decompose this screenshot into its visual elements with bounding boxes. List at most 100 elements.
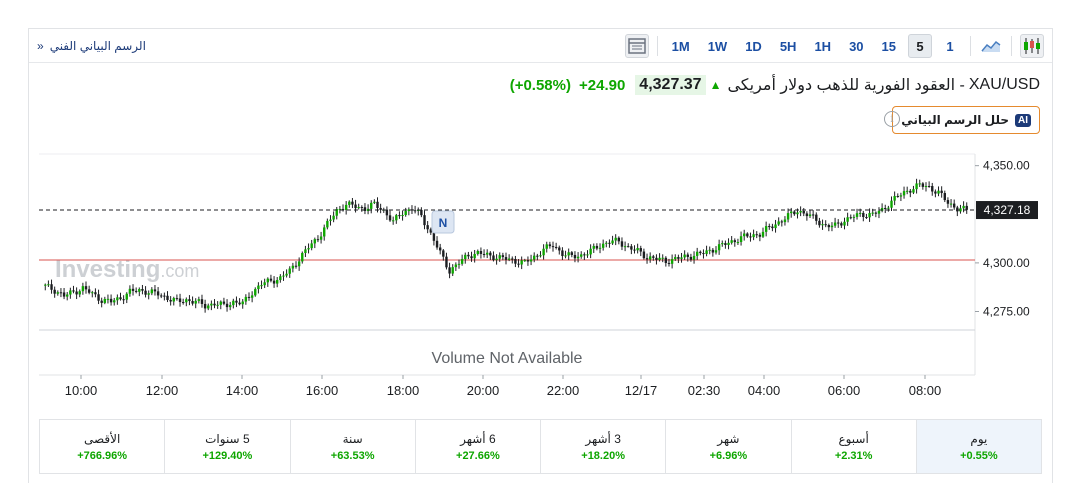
candle-body [937, 190, 940, 194]
ai-badge-icon: AI [1015, 113, 1031, 127]
candle [329, 215, 332, 226]
candle-body [830, 225, 834, 228]
area-chart-icon[interactable] [979, 34, 1003, 58]
candle-body [821, 224, 824, 226]
instrument-header: XAU/USD - العقود الفورية للذهب دولار أمر… [510, 73, 1040, 97]
candle-body [97, 294, 100, 301]
candle-body [598, 247, 602, 249]
candle-body [827, 225, 831, 228]
layout-panel-icon[interactable] [624, 34, 649, 58]
candlestick-chart-icon[interactable] [1020, 34, 1044, 58]
candle-body [109, 298, 113, 303]
candle-body [586, 254, 589, 256]
candle-body [47, 284, 50, 286]
performance-cell[interactable]: سنة +63.53% [289, 420, 415, 473]
news-marker[interactable]: N [431, 210, 455, 234]
price-chart[interactable]: Investing.com Volume Not Available 4,327… [29, 29, 1054, 419]
candle-body [833, 222, 837, 226]
candle [611, 235, 614, 245]
technical-chart-link[interactable]: » الرسم البياني الفني [37, 39, 146, 53]
candle [398, 211, 401, 219]
timeframe-button-1h[interactable]: 1H [814, 38, 832, 54]
performance-cell[interactable]: 3 أشهر +18.20% [540, 420, 665, 473]
candle [743, 229, 746, 241]
candle [319, 231, 323, 244]
timeframe-button-15[interactable]: 15 [881, 38, 896, 54]
performance-cell[interactable]: الأقصى +766.96% [40, 420, 164, 473]
candle-body [786, 213, 790, 220]
candle-body [354, 204, 357, 209]
candle-body [147, 293, 150, 295]
candle-body [442, 250, 445, 257]
candle-body [348, 201, 351, 205]
candle-body [580, 254, 583, 257]
candle [379, 203, 382, 214]
candle-body [454, 264, 458, 268]
candle-body [282, 275, 285, 277]
candle [210, 300, 213, 311]
candle-body [915, 183, 918, 190]
candle-body [319, 236, 323, 240]
timeframe-button-1[interactable]: 1 [946, 38, 954, 54]
candle-body [611, 240, 614, 244]
candle [385, 206, 389, 220]
timeframe-buttons: 1M 1W 1D 5H 1H 30 15 5 1 [666, 34, 962, 58]
candle-body [219, 301, 222, 305]
candle-body [467, 254, 470, 257]
candle-body [793, 211, 796, 215]
candle-body [207, 305, 210, 309]
candle [247, 292, 251, 301]
timeframe-button-1w[interactable]: 1W [707, 38, 728, 54]
timeframe-button-1d[interactable]: 1D [745, 38, 762, 54]
candle-body [351, 201, 354, 205]
candle [194, 298, 197, 309]
candle [780, 219, 784, 227]
candle-body [736, 242, 740, 244]
x-tick-label: 10:00 [65, 383, 98, 398]
performance-cell[interactable]: 6 أشهر +27.66% [414, 420, 540, 473]
candle-body [210, 303, 213, 306]
candle-body [633, 249, 636, 251]
candle [896, 193, 899, 198]
performance-label: 5 سنوات [205, 431, 250, 446]
performance-cell[interactable]: أسبوع +2.31% [790, 420, 916, 473]
candle-body [307, 248, 310, 250]
timeframe-button-30[interactable]: 30 [849, 38, 864, 54]
timeframe-button-5[interactable]: 5 [908, 34, 932, 58]
candle [122, 295, 125, 305]
candle-body [376, 201, 379, 208]
candle [943, 190, 946, 203]
candle [551, 241, 555, 252]
candle [94, 288, 97, 298]
candle-body [501, 255, 505, 258]
candle-body [479, 251, 483, 254]
candle [160, 293, 163, 299]
timeframe-button-5h[interactable]: 5H [779, 38, 797, 54]
candle-body [288, 268, 291, 274]
candle-body [235, 300, 238, 303]
performance-cell[interactable]: شهر +6.96% [665, 420, 790, 473]
candle [655, 254, 658, 265]
info-icon[interactable]: i [884, 111, 900, 127]
performance-cell[interactable]: 5 سنوات +129.40% [164, 420, 289, 473]
performance-label: شهر [717, 431, 740, 446]
candle [683, 250, 686, 260]
candle-body [213, 303, 216, 306]
candle-body [172, 298, 175, 302]
candle-body [492, 255, 495, 261]
candle-body [931, 186, 934, 192]
candle [539, 251, 542, 258]
analyze-chart-button[interactable]: AI حلل الرسم البياني [892, 106, 1040, 134]
candle-body [661, 257, 664, 259]
candle [702, 249, 705, 259]
candle-body [357, 207, 360, 209]
candle-body [614, 237, 617, 241]
candle [909, 188, 912, 198]
timeframe-button-1m[interactable]: 1M [671, 38, 690, 54]
news-marker-label: N [439, 216, 448, 230]
performance-cell[interactable]: يوم +0.55% [915, 420, 1041, 473]
candle-body [432, 232, 436, 241]
x-tick-label: 12/17 [625, 383, 658, 398]
candle [824, 220, 827, 228]
candle [460, 254, 464, 266]
